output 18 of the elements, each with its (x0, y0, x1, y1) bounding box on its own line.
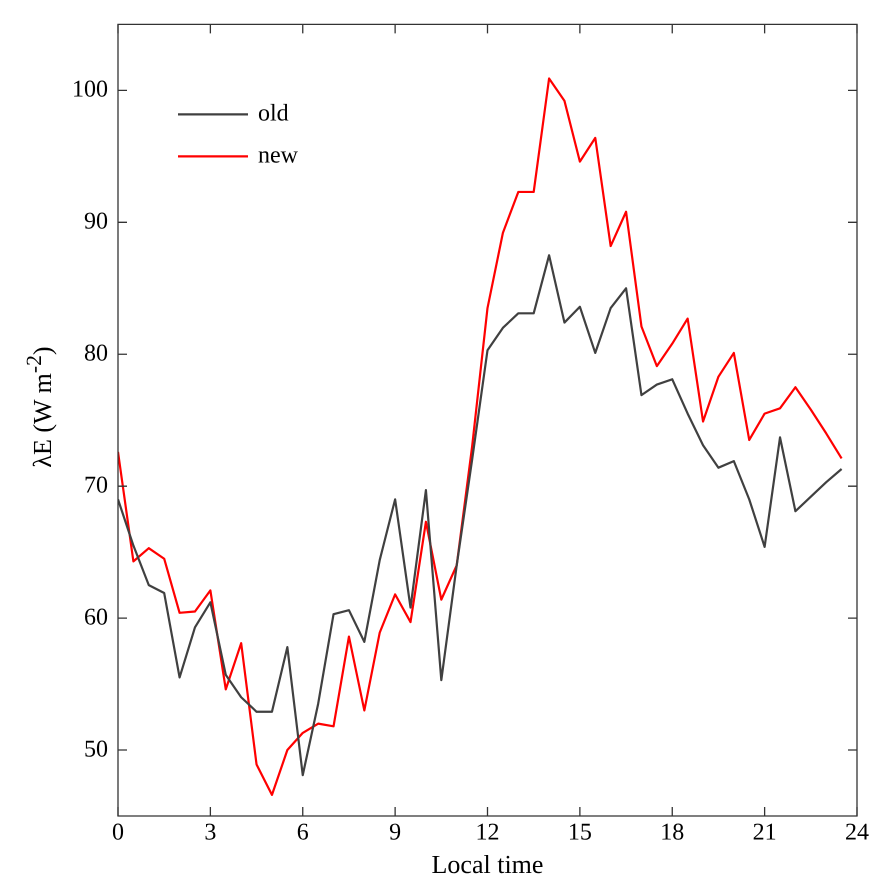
x-tick-label: 6 (296, 820, 309, 846)
y-tick-label: 100 (72, 76, 108, 103)
x-axis-title: Local time (432, 850, 544, 880)
y-tick-label: 60 (84, 604, 108, 630)
y-tick-label: 50 (84, 736, 108, 762)
x-tick-label: 0 (112, 820, 124, 846)
x-tick-label: 9 (389, 820, 402, 846)
x-tick-label: 24 (845, 820, 869, 846)
y-tick-label: 90 (84, 208, 108, 235)
x-tick-label: 3 (204, 820, 216, 846)
legend-label: old (258, 100, 289, 127)
y-tick-label: 80 (84, 340, 108, 367)
x-tick-label: 21 (752, 820, 777, 846)
y-tick-label: 70 (84, 472, 108, 498)
x-tick-label: 15 (568, 820, 592, 846)
x-tick-label: 12 (476, 820, 500, 846)
legend-label: new (258, 142, 299, 169)
x-tick-label: 18 (660, 820, 684, 846)
